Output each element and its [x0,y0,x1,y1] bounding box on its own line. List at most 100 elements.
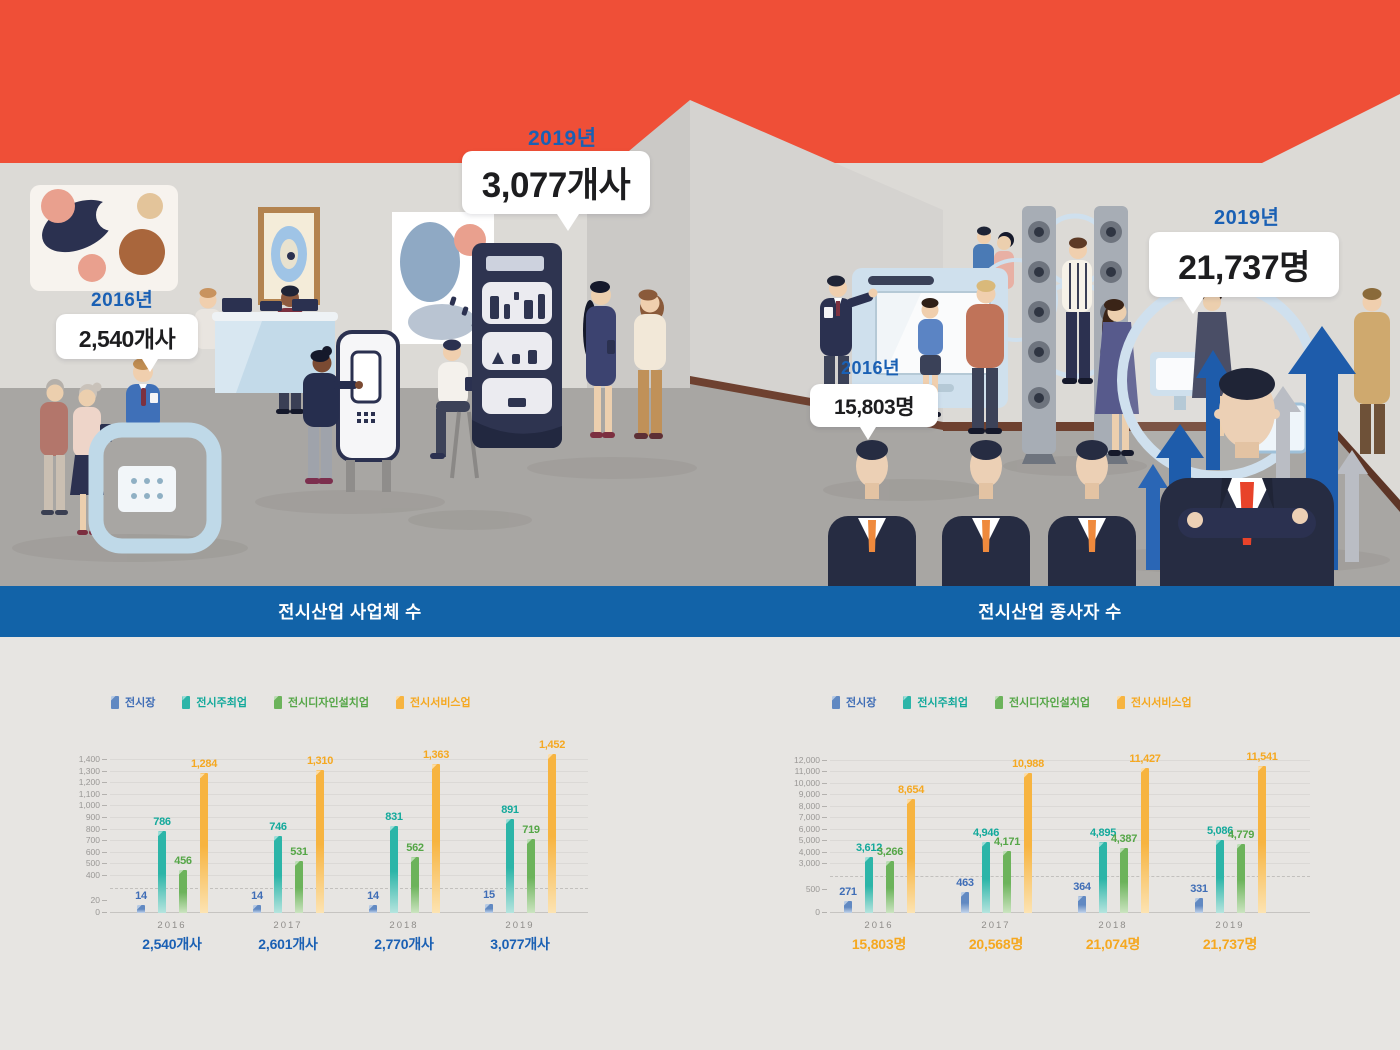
x-category-label: 2016 [864,920,894,931]
bar [844,900,852,913]
y-tick-label: 1,200 [78,777,100,788]
legend-swatch-icon [111,695,119,709]
left-room-start-value: 2,540개사 [78,325,176,352]
legend-item: 전시장 [832,694,876,710]
y-tick-label: 400 [85,870,100,880]
x-category-label: 2018 [1098,920,1128,931]
y-tick-mark [822,851,827,853]
bar-value-label: 10,988 [1012,757,1044,770]
y-tick-label: 1,300 [78,765,100,776]
framed-artwork [258,207,320,305]
y-tick-label: 0 [95,907,100,917]
gridline [830,805,1310,807]
bar [1099,842,1107,913]
group-total-label: 20,568명 [968,936,1024,952]
businessman-bust [942,440,1030,586]
visitor-tan-coat [1354,288,1390,454]
legend-label: 전시장 [846,697,877,709]
gridline [830,863,1310,864]
bar-value-label: 746 [269,820,287,833]
right-room-start-year-label: 2016년 [841,358,901,378]
bar [1003,850,1011,913]
group-total-label: 21,074명 [1085,936,1141,952]
banner-title-businesses: 전시산업 사업체 수 [278,602,422,622]
bar-value-label: 3,266 [876,845,904,858]
group-total-label: 3,077개사 [490,936,550,952]
bar-value-label: 1,310 [306,755,334,768]
y-tick-label: 1,100 [78,788,100,799]
right-room-start-value: 15,803명 [833,395,915,419]
bar-value-label: 5,086 [1206,825,1234,838]
y-tick-mark [102,782,107,784]
gridline [110,863,588,865]
bar-value-label: 4,387 [1110,833,1138,846]
bar-value-label: 11,541 [1246,751,1278,764]
y-tick-mark [102,912,107,913]
chart-plot: 0 20 400 500 600 700 800 900 1,000 1,100 1,200 1,30… [79,739,588,952]
bar [158,831,166,913]
y-tick-label: 7,000 [798,812,820,823]
bar-value-label: 14 [367,889,379,902]
y-tick-mark [822,771,827,773]
left-room-start-year-label: 2016년 [91,290,154,311]
y-tick-mark [822,760,827,761]
legend-swatch-icon [1116,695,1125,709]
visitor-terracotta [966,280,1004,434]
gridline [830,760,1310,761]
legend-item: 전시디자인설치업 [273,694,369,710]
legend-label: 전시디자인설치업 [287,697,369,709]
y-tick-label: 500 [805,884,820,894]
gridline [830,912,1310,913]
bar [253,904,261,913]
y-tick-label: 800 [85,823,100,834]
bar-value-label: 562 [406,842,424,855]
y-tick-mark [822,828,827,830]
legend-swatch-icon [273,695,282,709]
staff-striped [1062,237,1093,384]
bar-value-label: 271 [839,885,857,898]
gridline [110,828,588,830]
right-room-end-value: 21,737명 [1178,249,1310,287]
gridline [110,805,588,807]
bar-value-label: 786 [153,816,171,829]
employees-bar-chart: 전시장 전시주최업 전시디자인설치업 전시서비스업 0 500 3,000 4,000 5,0… [794,688,1346,978]
bar-value-label: 1,363 [422,749,450,762]
display-cabinet [472,243,562,448]
visitor-at-phone-kiosk [303,346,363,484]
bar-value-label: 14 [251,889,263,902]
bar [485,904,493,913]
y-tick-mark [102,793,107,795]
y-tick-label: 700 [85,835,100,846]
bar [1195,897,1203,913]
bar [865,857,873,913]
y-tick-label: 3,000 [798,858,820,868]
chart-plot: 0 500 3,000 4,000 5,000 6,000 7,000 8,000 9,000 1… [794,747,1310,952]
gridline [110,851,588,853]
axis-break-line [830,876,1310,877]
wall-corner-top-right [1262,94,1400,163]
y-tick-label: 12,000 [794,755,820,765]
y-tick-mark [102,875,107,876]
gridline [110,770,588,772]
y-tick-mark [102,863,107,865]
y-tick-label: 900 [85,812,100,822]
gridline [110,840,588,842]
y-tick-label: 5,000 [798,835,820,846]
legend-label: 전시디자인설치업 [1008,697,1090,709]
bar [179,869,187,913]
gridline [830,794,1310,796]
chart-legend: 전시장 전시주최업 전시디자인설치업 전시서비스업 [111,694,471,710]
bar-value-label: 831 [385,811,403,824]
bar-value-label: 3,612 [855,842,883,854]
y-tick-mark [822,805,827,807]
gridline [830,817,1310,819]
left-room-end-value: 3,077개사 [481,166,631,205]
bar-value-label: 1,452 [538,738,566,751]
legend-swatch-icon [395,695,404,709]
y-tick-mark [822,817,827,819]
visitor-women-pair [583,281,666,439]
legend-label: 전시서비스업 [409,697,471,709]
y-tick-mark [102,828,107,830]
left-room-start-value-bubble: 2,540개사 [56,314,198,359]
